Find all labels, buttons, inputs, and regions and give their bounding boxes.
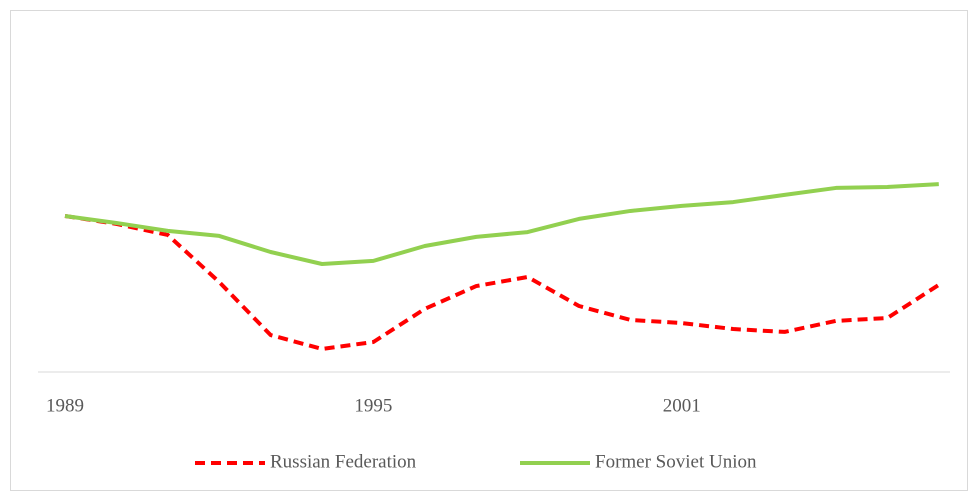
x-tick-label: 2001 [663,395,701,416]
legend-label: Russian Federation [270,451,417,472]
series-line [64,214,940,351]
chart-border [10,10,968,491]
x-tick-label: 1995 [354,395,392,416]
series-line [64,182,939,266]
x-tick-label: 1989 [46,395,84,416]
legend-label: Former Soviet Union [595,451,757,472]
